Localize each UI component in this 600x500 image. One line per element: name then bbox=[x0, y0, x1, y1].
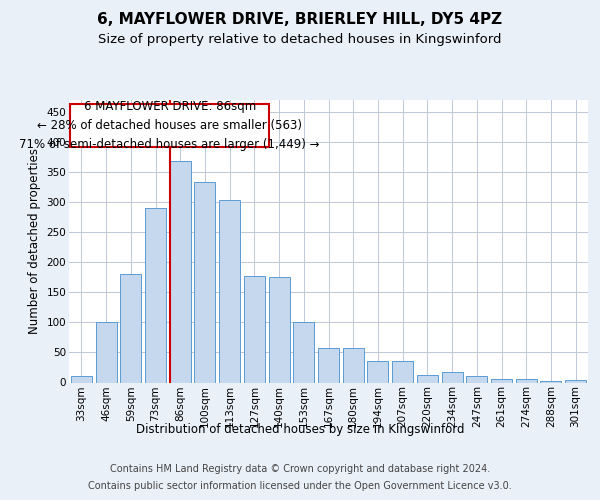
Bar bbox=[442, 372, 463, 382]
Bar bbox=[392, 361, 413, 382]
Bar bbox=[516, 380, 537, 382]
Bar bbox=[343, 348, 364, 382]
Text: Distribution of detached houses by size in Kingswinford: Distribution of detached houses by size … bbox=[136, 422, 464, 436]
Bar bbox=[170, 162, 191, 382]
Bar bbox=[541, 380, 562, 382]
Bar bbox=[71, 376, 92, 382]
Bar bbox=[120, 274, 141, 382]
Bar bbox=[491, 380, 512, 382]
Bar bbox=[194, 182, 215, 382]
Bar bbox=[70, 104, 269, 147]
Text: Contains public sector information licensed under the Open Government Licence v3: Contains public sector information licen… bbox=[88, 481, 512, 491]
Bar bbox=[145, 208, 166, 382]
Bar bbox=[565, 380, 586, 382]
Bar bbox=[293, 322, 314, 382]
Text: 6 MAYFLOWER DRIVE: 86sqm
← 28% of detached houses are smaller (563)
71% of semi-: 6 MAYFLOWER DRIVE: 86sqm ← 28% of detach… bbox=[19, 100, 320, 151]
Text: Size of property relative to detached houses in Kingswinford: Size of property relative to detached ho… bbox=[98, 32, 502, 46]
Bar bbox=[244, 276, 265, 382]
Bar bbox=[269, 276, 290, 382]
Bar bbox=[417, 374, 438, 382]
Bar bbox=[367, 362, 388, 382]
Y-axis label: Number of detached properties: Number of detached properties bbox=[28, 148, 41, 334]
Text: 6, MAYFLOWER DRIVE, BRIERLEY HILL, DY5 4PZ: 6, MAYFLOWER DRIVE, BRIERLEY HILL, DY5 4… bbox=[97, 12, 503, 28]
Text: Contains HM Land Registry data © Crown copyright and database right 2024.: Contains HM Land Registry data © Crown c… bbox=[110, 464, 490, 474]
Bar bbox=[318, 348, 339, 382]
Bar bbox=[219, 200, 240, 382]
Bar bbox=[95, 322, 116, 382]
Bar bbox=[466, 376, 487, 382]
